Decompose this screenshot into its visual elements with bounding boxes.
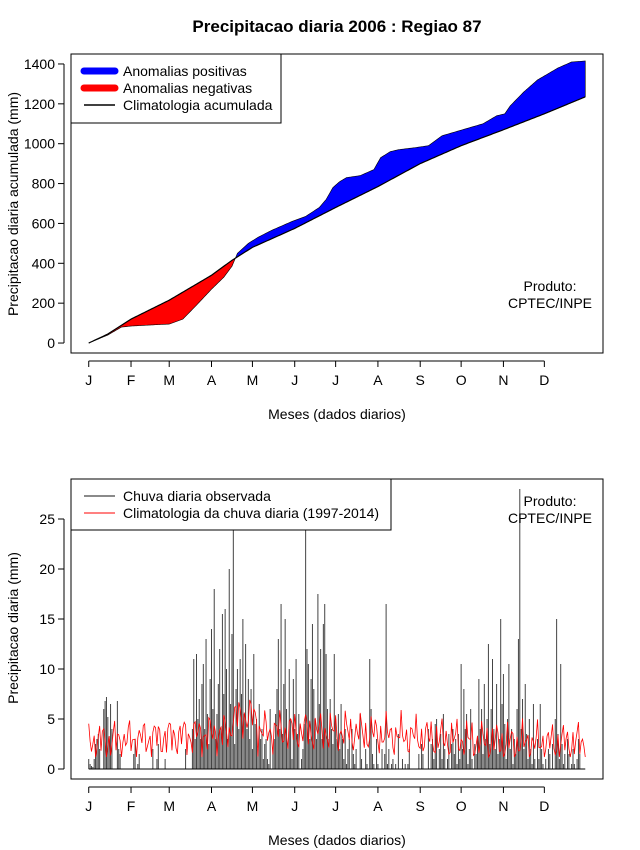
- legend-daily-climatology-label: Climatologia da chuva diaria (1997-2014): [123, 505, 379, 521]
- daily-climatology-line: [88, 699, 586, 759]
- x-tick-label: M: [163, 372, 175, 388]
- daily-legend: Chuva diaria observada Climatologia da c…: [70, 478, 392, 531]
- cumulative-legend: Anomalias positivas Anomalias negativas …: [70, 53, 282, 124]
- daily-legend-box: [70, 478, 392, 531]
- x-tick-label: J: [85, 372, 92, 388]
- cumulative-x-label: Meses (dados diarios): [268, 406, 406, 422]
- cumulative-product-source: CPTEC/INPE: [508, 295, 592, 311]
- x-tick-label: N: [498, 798, 508, 814]
- y-tick-label: 25: [39, 511, 55, 527]
- y-tick-label: 1200: [24, 96, 55, 112]
- daily-panel: 0 5 10 15 20 25 J F M A M J J A S O N D Precipitacao dia…: [5, 478, 604, 848]
- y-tick-label: 10: [39, 661, 55, 677]
- y-tick-label: 600: [32, 215, 56, 231]
- x-tick-label: J: [332, 798, 339, 814]
- y-tick-label: 0: [47, 761, 55, 777]
- daily-y-axis: 0 5 10 15 20 25: [39, 511, 65, 777]
- y-tick-label: 1400: [24, 56, 55, 72]
- x-tick-label: S: [416, 798, 425, 814]
- daily-observed-bars: [88, 489, 586, 770]
- daily-product-label: Produto:: [524, 493, 577, 509]
- y-tick-label: 1000: [24, 136, 55, 152]
- chart-title: Precipitacao diaria 2006 : Regiao 87: [192, 17, 481, 36]
- daily-x-label: Meses (dados diarios): [268, 832, 406, 848]
- x-tick-label: D: [539, 798, 549, 814]
- climatology-cumulative-line: [88, 96, 586, 344]
- x-tick-label: M: [247, 798, 259, 814]
- legend-climatology-label: Climatologia acumulada: [123, 97, 273, 113]
- cumulative-plot-frame: [70, 53, 604, 354]
- cumulative-product-label: Produto:: [524, 278, 577, 294]
- cumulative-panel: 0 200 400 600 800 1000 1200 1400 J F M A M J J A S O N D P…: [5, 53, 604, 422]
- x-tick-label: S: [416, 372, 425, 388]
- x-tick-label: M: [247, 372, 259, 388]
- x-tick-label: F: [127, 372, 136, 388]
- x-tick-label: A: [207, 372, 217, 388]
- legend-negative-label: Anomalias negativas: [123, 80, 252, 96]
- x-tick-label: A: [373, 798, 383, 814]
- y-tick-label: 0: [47, 335, 55, 351]
- x-tick-label: J: [332, 372, 339, 388]
- y-tick-label: 800: [32, 176, 56, 192]
- y-tick-label: 20: [39, 561, 55, 577]
- x-tick-label: J: [291, 798, 298, 814]
- x-tick-label: A: [373, 372, 383, 388]
- cumulative-y-label: Precipitacao diaria acumulada (mm): [5, 92, 21, 316]
- x-tick-label: A: [207, 798, 217, 814]
- x-tick-label: D: [539, 372, 549, 388]
- daily-product-source: CPTEC/INPE: [508, 510, 592, 526]
- x-tick-label: F: [127, 798, 136, 814]
- x-tick-label: J: [85, 798, 92, 814]
- y-tick-label: 5: [47, 711, 55, 727]
- x-tick-label: M: [163, 798, 175, 814]
- daily-y-label: Precipitacao diaria (mm): [5, 552, 21, 704]
- y-tick-label: 15: [39, 611, 55, 627]
- x-tick-label: N: [498, 372, 508, 388]
- x-tick-label: O: [456, 372, 467, 388]
- cumulative-y-axis: 0 200 400 600 800 1000 1200 1400: [24, 56, 65, 351]
- y-tick-label: 200: [32, 295, 56, 311]
- x-tick-label: O: [456, 798, 467, 814]
- x-tick-label: J: [291, 372, 298, 388]
- negative-anomaly-area: [88, 258, 235, 344]
- legend-observed-label: Chuva diaria observada: [123, 488, 271, 504]
- y-tick-label: 400: [32, 255, 56, 271]
- legend-positive-label: Anomalias positivas: [123, 63, 247, 79]
- positive-anomaly-area: [234, 60, 586, 260]
